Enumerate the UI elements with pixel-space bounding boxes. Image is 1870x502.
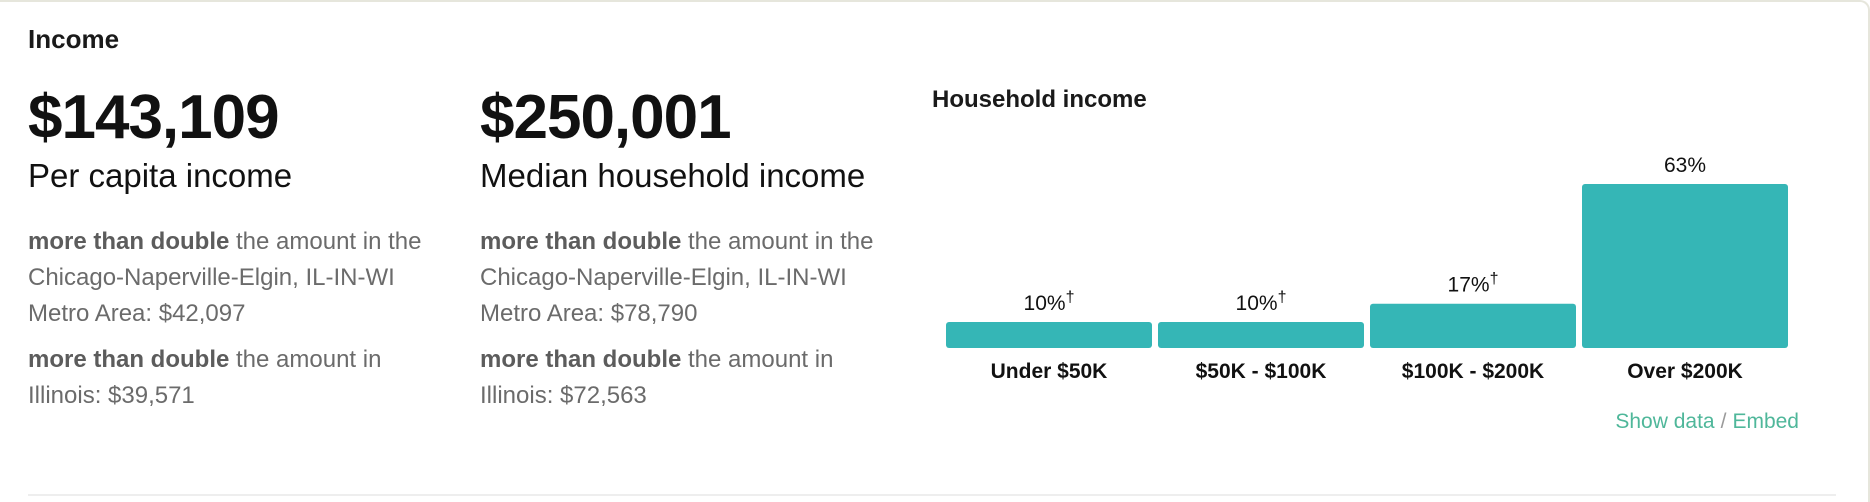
chart-links: Show data / Embed	[1615, 410, 1799, 434]
bar-2[interactable]	[1370, 303, 1576, 348]
median-household-value: $250,001	[480, 83, 732, 152]
bar-value-label-1: 10%†	[1236, 289, 1287, 315]
category-label-1: $50K - $100K	[1196, 360, 1327, 383]
median-household-label: Median household income	[480, 157, 866, 194]
compare-strong: more than double	[28, 228, 230, 255]
compare-text: the amount in the Chicago-Naperville-Elg…	[480, 228, 874, 327]
bar-0[interactable]	[946, 321, 1152, 348]
category-label-2: $100K - $200K	[1402, 360, 1544, 383]
section-title: Income	[28, 24, 120, 54]
per-capita-compare-state: more than double the amount in Illinois:…	[28, 342, 448, 414]
bar-1[interactable]	[1158, 321, 1364, 348]
household-income-chart: 10%† Under $50K 10%† $50K - $100K 17%† $100K …	[946, 154, 1788, 383]
bar-value-label-0: 10%†	[1024, 289, 1075, 315]
per-capita-label: Per capita income	[28, 157, 293, 194]
compare-strong: more than double	[28, 346, 230, 373]
compare-strong: more than double	[480, 228, 682, 255]
bar-value-label-3: 63%	[1664, 154, 1706, 177]
chart-title: Household income	[932, 86, 1147, 113]
show-data-link[interactable]: Show data	[1615, 410, 1715, 433]
link-separator: /	[1720, 410, 1727, 433]
per-capita-stat: $143,109 Per capita income more than dou…	[28, 80, 448, 414]
median-household-compare-state: more than double the amount in Illinois:…	[480, 342, 900, 414]
per-capita-compare-metro: more than double the amount in the Chica…	[28, 224, 448, 332]
section-divider	[28, 494, 1836, 496]
median-household-stat: $250,001 Median household income more th…	[480, 80, 900, 414]
bar-value-label-2: 17%†	[1448, 271, 1499, 297]
category-label-3: Over $200K	[1627, 360, 1743, 383]
category-label-0: Under $50K	[991, 360, 1108, 383]
compare-text: the amount in Illinois: $39,571	[28, 346, 382, 409]
compare-text: the amount in the Chicago-Naperville-Elg…	[28, 228, 422, 327]
embed-link[interactable]: Embed	[1732, 410, 1799, 433]
median-household-compare-metro: more than double the amount in the Chica…	[480, 224, 900, 332]
per-capita-value: $143,109	[28, 83, 280, 152]
bar-3[interactable]	[1582, 184, 1788, 348]
compare-text: the amount in Illinois: $72,563	[480, 346, 834, 409]
compare-strong: more than double	[480, 346, 682, 373]
